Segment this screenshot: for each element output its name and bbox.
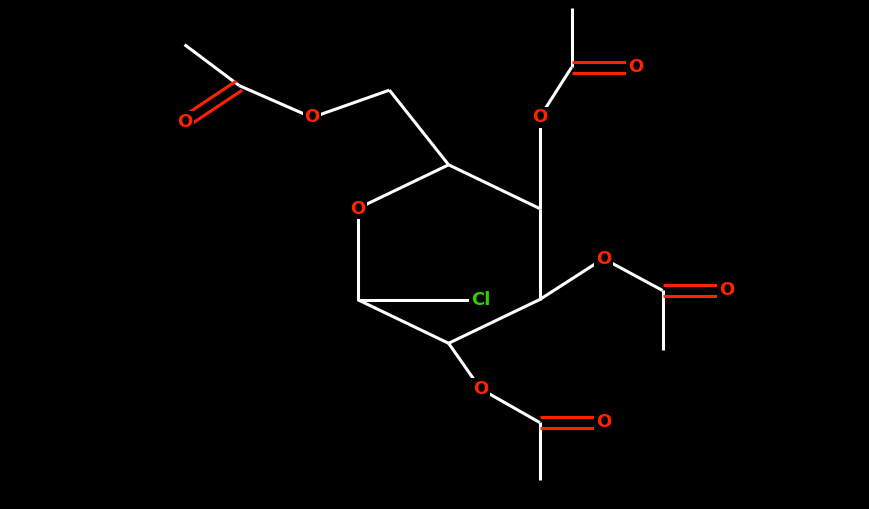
Text: Cl: Cl [471, 291, 490, 308]
Text: O: O [177, 113, 192, 131]
Text: O: O [532, 108, 547, 126]
Text: O: O [596, 249, 611, 268]
Text: O: O [627, 59, 643, 76]
Text: O: O [304, 108, 320, 126]
Text: O: O [719, 281, 734, 299]
Text: O: O [350, 200, 365, 217]
Text: O: O [596, 413, 611, 432]
Text: O: O [473, 380, 488, 398]
